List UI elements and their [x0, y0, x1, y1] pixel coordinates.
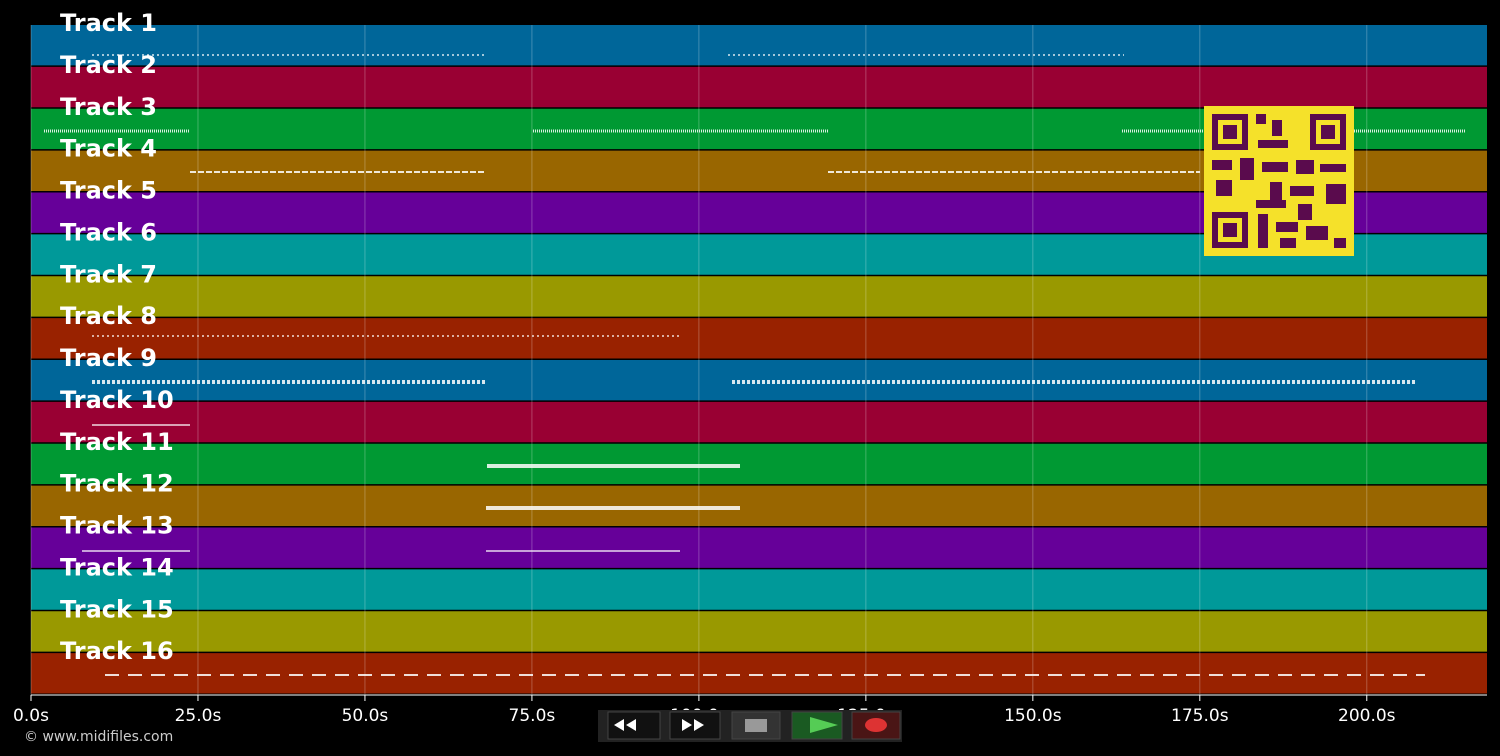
stop-button[interactable] [731, 711, 781, 740]
track-band [31, 401, 1487, 443]
x-tick-label: 0.0s [13, 706, 49, 726]
track-band [31, 443, 1487, 485]
track-label: Track 6 [60, 218, 157, 246]
track-band [31, 611, 1487, 652]
copyright: © www.midifiles.com [24, 729, 173, 745]
record-button[interactable] [851, 711, 901, 740]
track-label: Track 16 [60, 637, 174, 665]
track-band [31, 653, 1487, 694]
track-label: Track 2 [60, 51, 157, 79]
rewind-button[interactable] [607, 711, 661, 740]
track-label: Track 13 [60, 512, 174, 540]
fast-forward-button[interactable] [669, 711, 721, 740]
x-tick-label: 25.0s [175, 706, 222, 726]
grid [30, 25, 1368, 695]
track-label: Track 12 [60, 470, 174, 498]
qr-code [1204, 106, 1354, 256]
track-label: Track 3 [60, 93, 157, 121]
track-band [31, 25, 1487, 66]
track-label: Track 7 [60, 260, 157, 288]
track-band [31, 527, 1487, 568]
track-band [31, 485, 1487, 526]
track-band [31, 66, 1487, 108]
x-tick-label: 175.0s [1171, 706, 1229, 726]
track-label: Track 11 [60, 428, 174, 456]
x-tick-label: 50.0s [342, 706, 389, 726]
track-label: Track 14 [60, 553, 174, 581]
track-label: Track 1 [60, 9, 157, 37]
track-label: Track 10 [60, 386, 174, 414]
track-label: Track 9 [60, 344, 157, 372]
track-band [31, 276, 1487, 317]
x-tick-label: 200.0s [1338, 706, 1396, 726]
track-label: Track 15 [60, 595, 174, 623]
track-label: Track 8 [60, 302, 157, 330]
track-label: Track 5 [60, 177, 157, 205]
play-button[interactable] [791, 711, 843, 740]
x-tick-label: 75.0s [509, 706, 556, 726]
transport-controls [598, 710, 902, 742]
track-band [31, 318, 1487, 359]
track-labels: Track 1 Track 2 Track 3 Track 4 Track 5 Track… [60, 9, 174, 665]
track-label: Track 4 [60, 135, 157, 163]
x-tick-label: 150.0s [1004, 706, 1062, 726]
track-band [31, 569, 1487, 610]
